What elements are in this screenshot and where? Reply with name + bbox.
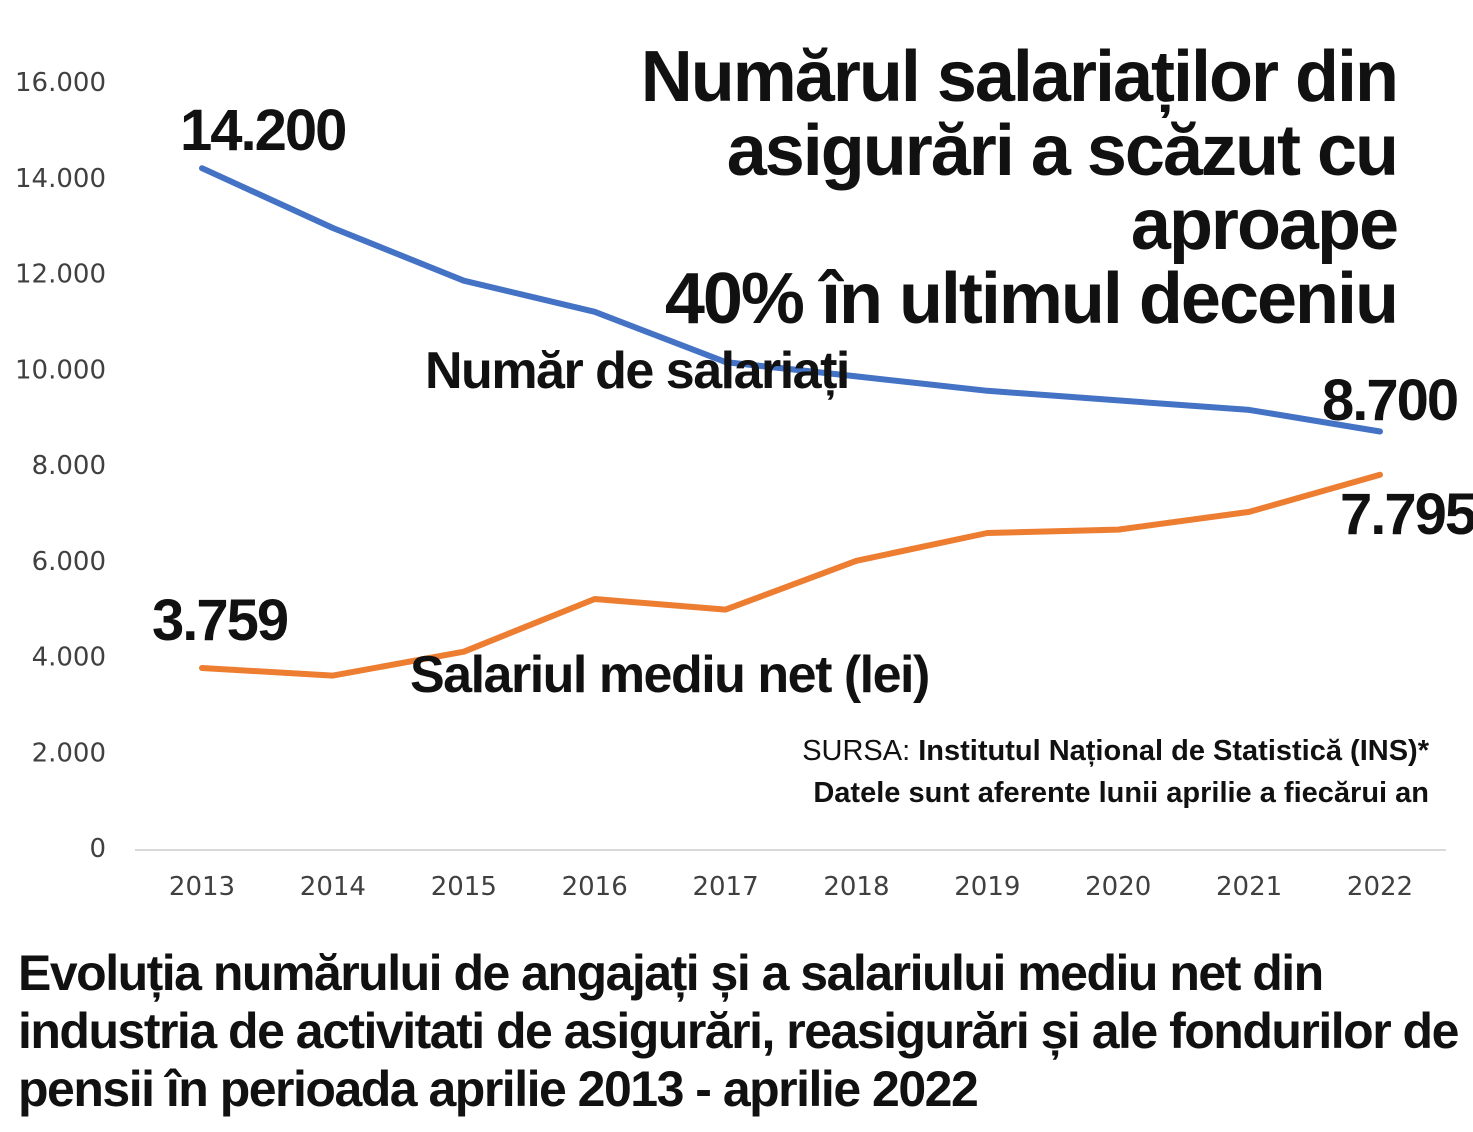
source-prefix: SURSA:: [802, 735, 919, 767]
y-tick-label: 14.000: [15, 164, 106, 194]
headline-line-2: asigurări a scăzut cu aproape: [726, 111, 1399, 265]
headline-line-1: Numărul salariaților din: [640, 37, 1399, 117]
data-label-employees-end: 8.700: [1322, 368, 1457, 433]
y-tick-label: 12.000: [15, 260, 106, 290]
x-axis-ticks: 2013 2014 2015 2016 2017 2018 2019 2020 2021 2022: [169, 872, 1413, 902]
x-tick-label: 2014: [300, 872, 366, 902]
series-line-employees: [199, 165, 1383, 435]
series-line-salary: [199, 471, 1383, 679]
headline-line-3: 40% în ultimul deceniu: [664, 259, 1399, 339]
line-chart: 0 2.000 4.000 6.000 8.000 10.000 12.000 14.000 1…: [15, 68, 1473, 902]
series-label-salary: Salariul mediu net (lei): [410, 646, 929, 704]
y-tick-label: 4.000: [32, 643, 106, 673]
source-note: SURSA: Institutul Național de Statistică…: [802, 730, 1429, 814]
y-tick-label: 8.000: [32, 451, 106, 481]
x-tick-label: 2021: [1216, 872, 1282, 902]
x-tick-label: 2013: [169, 872, 235, 902]
source-name: Institutul Național de Statistică (INS)*: [918, 735, 1429, 767]
x-tick-label: 2017: [692, 872, 758, 902]
y-tick-label: 16.000: [15, 68, 106, 98]
data-label-salary-end: 7.795: [1340, 482, 1473, 547]
x-tick-label: 2018: [823, 872, 889, 902]
x-tick-label: 2020: [1085, 872, 1151, 902]
data-label-salary-start: 3.759: [152, 588, 288, 653]
data-label-employees-start: 14.200: [180, 98, 345, 163]
x-tick-label: 2016: [562, 872, 628, 902]
chart-headline: Numărul salariaților din asigurări a scă…: [477, 37, 1399, 339]
y-tick-label: 0: [89, 834, 106, 864]
x-tick-label: 2019: [954, 872, 1020, 902]
y-tick-label: 6.000: [32, 547, 106, 577]
y-axis-ticks: 0 2.000 4.000 6.000 8.000 10.000 12.000 14.000 1…: [15, 68, 106, 864]
chart-caption: Evoluția numărului de angajați și a sala…: [18, 945, 1459, 1117]
x-tick-label: 2015: [431, 872, 497, 902]
y-tick-label: 2.000: [32, 738, 106, 768]
x-tick-label: 2022: [1347, 872, 1413, 902]
y-tick-label: 10.000: [15, 355, 106, 385]
series-lines: [199, 165, 1383, 679]
series-label-employees: Număr de salariați: [425, 342, 849, 400]
source-footnote: Datele sunt aferente lunii aprilie a fie…: [813, 777, 1429, 809]
